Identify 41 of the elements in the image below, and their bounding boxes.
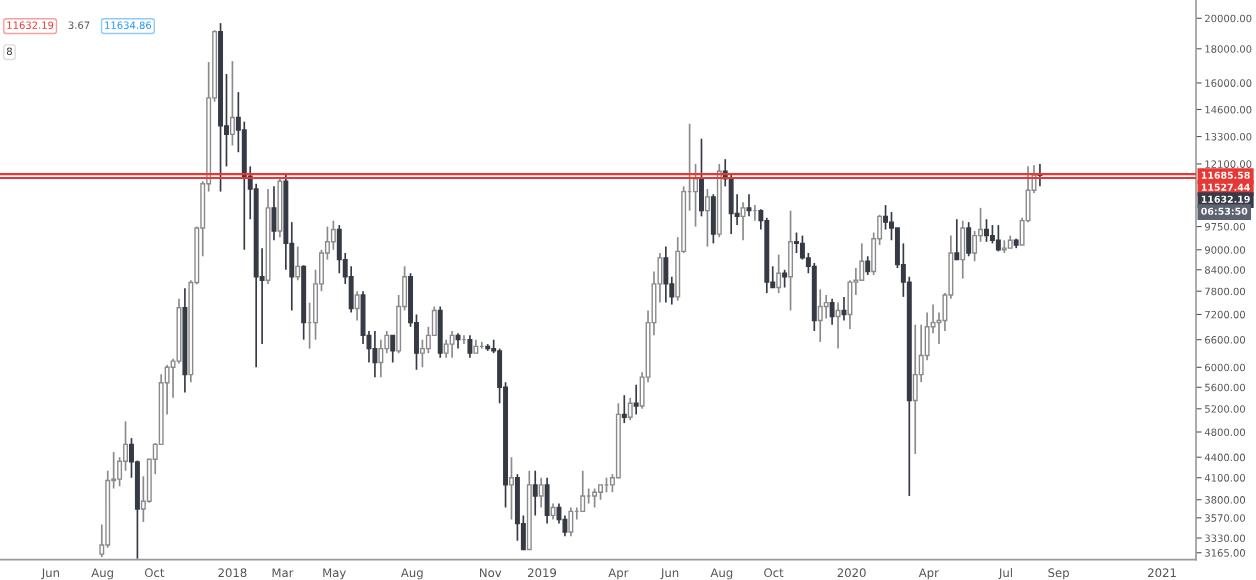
candlestick (966, 221, 972, 258)
candlestick (544, 476, 550, 525)
candlestick (989, 224, 995, 245)
candlestick (509, 456, 514, 521)
candlestick (699, 137, 704, 218)
candlestick (449, 330, 455, 359)
candlestick (829, 297, 835, 326)
candlestick (865, 255, 871, 276)
candlestick (776, 253, 782, 294)
candlestick (663, 245, 669, 304)
candlestick (568, 506, 574, 538)
candlestick (437, 305, 443, 359)
candlestick (295, 245, 301, 282)
candlestick (354, 290, 360, 322)
candlestick (835, 301, 841, 350)
candlestick (390, 334, 396, 364)
candlestick (592, 487, 598, 509)
candlestick (704, 188, 710, 248)
candlestick (580, 469, 586, 513)
candlestick (794, 231, 799, 254)
candlestick (621, 394, 627, 424)
candlestick (788, 209, 794, 312)
candlestick (954, 218, 960, 261)
candlestick (710, 193, 716, 245)
candlestick (740, 201, 746, 242)
candlestick (627, 397, 633, 422)
candlestick (817, 288, 823, 343)
candlestick (1001, 239, 1007, 254)
candlestick (229, 60, 235, 147)
candlestick (514, 473, 520, 542)
candlestick (912, 323, 918, 455)
candlestick (443, 338, 449, 359)
candlestick (984, 218, 989, 243)
candlestick (538, 476, 544, 509)
candlestick (378, 338, 384, 378)
candlestick (372, 330, 378, 378)
candlestick (467, 334, 473, 359)
candlestick (960, 219, 966, 280)
candlestick (532, 469, 538, 517)
candlestick (995, 224, 1001, 253)
candlestick (633, 383, 639, 416)
